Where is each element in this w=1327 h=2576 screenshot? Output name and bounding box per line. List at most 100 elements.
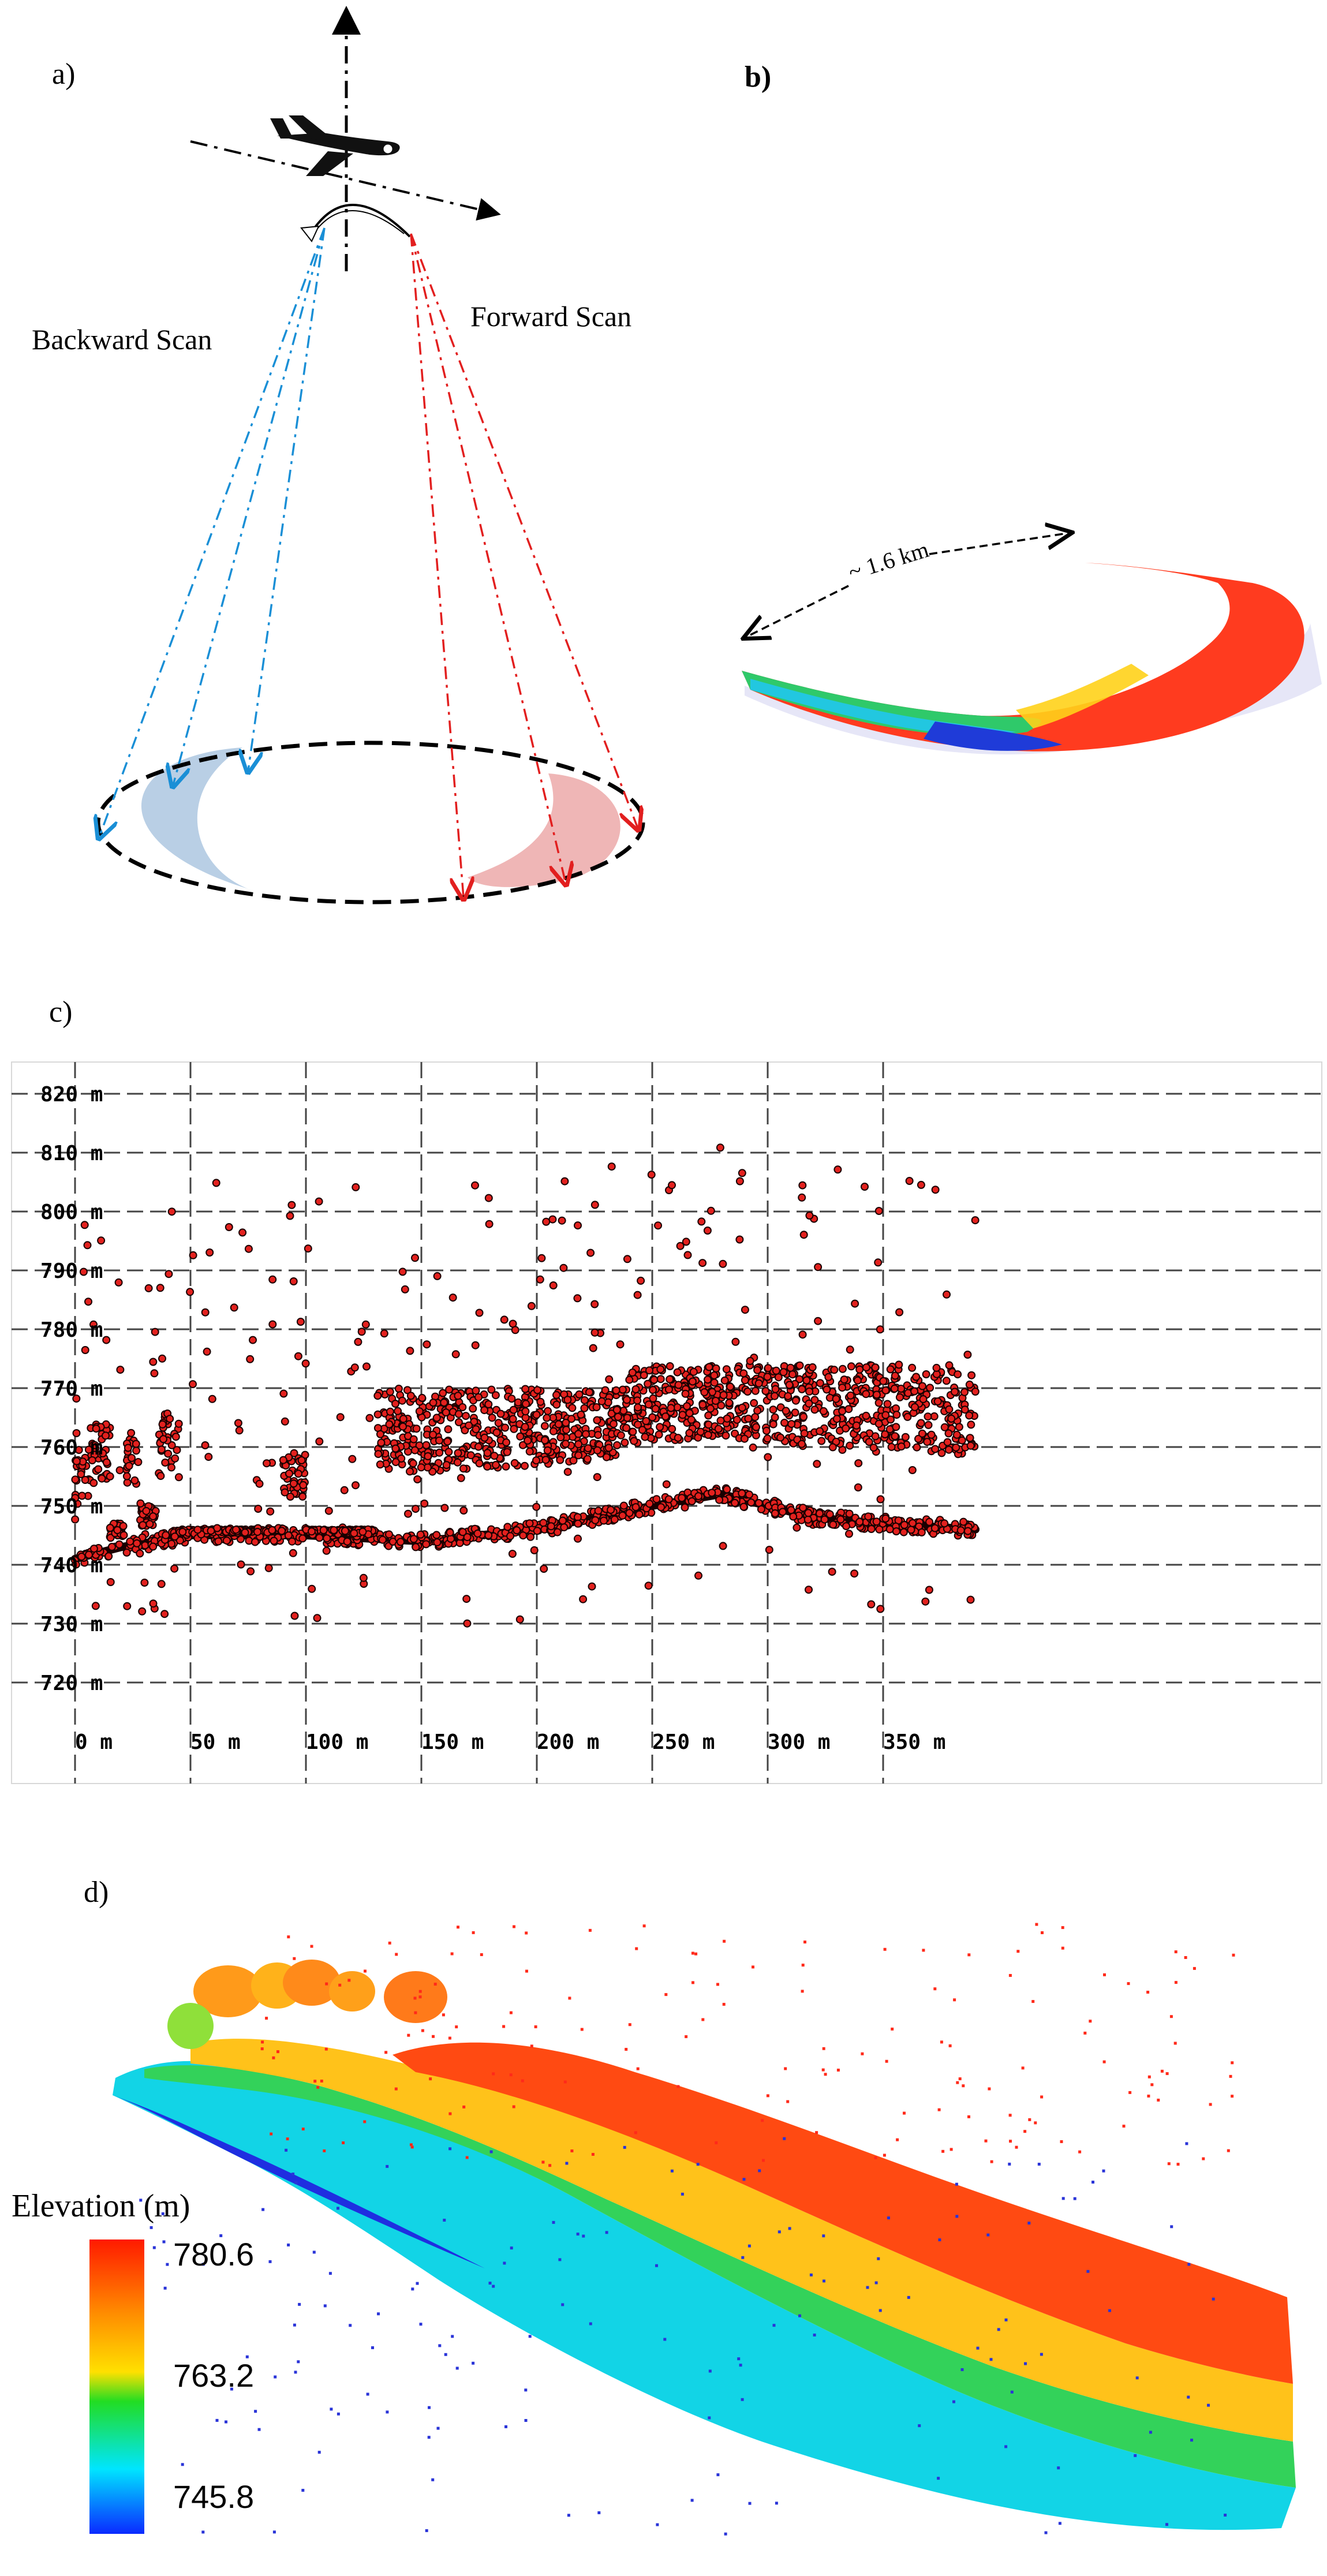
lidar-point — [186, 1288, 195, 1296]
lidar-point — [738, 1403, 746, 1412]
lidar-point — [593, 1473, 601, 1482]
noise-point — [1209, 2103, 1212, 2106]
lidar-point — [944, 1429, 953, 1438]
lidar-point — [549, 1281, 558, 1289]
lidar-point — [286, 1212, 294, 1220]
x-tick-label: 0 m — [75, 1730, 113, 1754]
noise-point — [377, 2312, 380, 2316]
lidar-point — [927, 1430, 936, 1439]
noise-point — [823, 2279, 825, 2283]
lidar-point — [376, 1460, 384, 1469]
noise-point — [451, 2335, 454, 2338]
lidar-point — [518, 1441, 527, 1449]
noise-point — [1102, 2169, 1105, 2173]
noise-point — [1061, 1926, 1064, 1930]
lidar-point — [496, 1409, 505, 1418]
lidar-point — [931, 1445, 940, 1453]
lidar-point — [865, 1438, 873, 1446]
lidar-point — [492, 1461, 500, 1469]
noise-point — [338, 1983, 342, 1987]
lidar-point — [255, 1479, 264, 1488]
lidar-point — [122, 1472, 131, 1480]
lidar-point — [266, 1507, 275, 1516]
lidar-point — [201, 1308, 210, 1317]
profile-grid — [12, 1062, 1322, 1784]
noise-point — [937, 2477, 940, 2480]
lidar-point — [689, 1367, 698, 1376]
noise-point — [274, 2375, 277, 2379]
noise-point — [803, 1941, 806, 1944]
lidar-point — [829, 1520, 838, 1529]
lidar-point — [501, 1423, 509, 1432]
noise-point — [503, 2261, 506, 2265]
lidar-point — [290, 1612, 299, 1620]
lidar-point — [145, 1520, 154, 1528]
lidar-point — [251, 1538, 259, 1546]
lidar-point — [681, 1503, 689, 1512]
lidar-point — [828, 1568, 836, 1576]
lidar-point — [952, 1430, 961, 1439]
lidar-point — [541, 1456, 550, 1464]
lidar-point — [887, 1442, 896, 1451]
lidar-point — [391, 1444, 400, 1453]
lidar-point — [805, 1212, 814, 1220]
lidar-point — [629, 1427, 637, 1436]
noise-point — [414, 2011, 417, 2014]
lidar-point — [171, 1433, 180, 1441]
lidar-point — [921, 1597, 930, 1606]
lidar-point — [540, 1422, 549, 1430]
noise-point — [1224, 2514, 1227, 2517]
lidar-point — [139, 1521, 147, 1530]
noise-point — [1229, 2074, 1232, 2078]
noise-point — [552, 2220, 555, 2224]
lidar-point — [365, 1414, 374, 1422]
lidar-point — [871, 1432, 880, 1441]
lidar-point — [91, 1441, 99, 1449]
lidar-point — [410, 1446, 419, 1455]
noise-point — [1134, 2454, 1137, 2457]
lidar-point — [824, 1373, 833, 1381]
lidar-point — [412, 1425, 421, 1433]
lidar-point — [386, 1407, 394, 1416]
lidar-point — [763, 1434, 772, 1443]
lidar-point — [83, 1241, 92, 1250]
lidar-point — [593, 1416, 601, 1425]
lidar-point — [917, 1419, 925, 1427]
noise-point — [418, 1990, 422, 1993]
lidar-point — [542, 1217, 551, 1226]
noise-point — [301, 2128, 305, 2131]
lidar-point — [616, 1340, 625, 1349]
noise-point — [1174, 1981, 1178, 1984]
lidar-point — [763, 1373, 772, 1381]
lidar-point — [159, 1435, 167, 1444]
noise-point — [301, 2489, 305, 2492]
noise-point — [933, 1987, 937, 1991]
lidar-point — [299, 1481, 308, 1489]
noise-point — [1174, 1950, 1178, 1954]
backward-scan-rays — [99, 227, 326, 837]
noise-point — [1035, 1923, 1038, 1926]
lidar-point — [753, 1407, 762, 1415]
noise-point — [1184, 1956, 1187, 1959]
lidar-point — [614, 1412, 622, 1421]
lidar-point — [900, 1521, 909, 1529]
flight-axis — [190, 140, 501, 221]
lidar-point — [237, 1560, 245, 1569]
noise-point — [325, 1982, 328, 1986]
lidar-point — [406, 1392, 415, 1400]
lidar-point — [88, 1456, 96, 1464]
noise-point — [597, 2511, 601, 2514]
noise-point — [752, 1965, 754, 1969]
noise-point — [312, 2250, 316, 2254]
noise-point — [1004, 2318, 1008, 2321]
lidar-point — [769, 1405, 777, 1414]
lidar-point — [268, 1320, 277, 1329]
noise-point — [741, 2256, 745, 2259]
colorbar-max: 780.6 — [173, 2236, 254, 2272]
noise-point — [986, 2233, 990, 2237]
noise-point — [663, 2338, 667, 2341]
noise-point — [254, 2410, 257, 2413]
x-tick-label: 300 m — [768, 1730, 830, 1754]
lidar-point — [254, 1505, 263, 1513]
lidar-point — [116, 1366, 125, 1374]
